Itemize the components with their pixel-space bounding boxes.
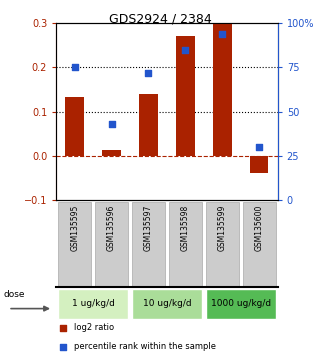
FancyBboxPatch shape [169,202,202,286]
Bar [176,36,195,156]
Bar [250,156,268,173]
Point [72,64,77,70]
Text: GSM135596: GSM135596 [107,204,116,251]
Bar [102,150,121,156]
Bar [139,94,158,156]
FancyBboxPatch shape [95,202,128,286]
Point [109,121,114,127]
FancyBboxPatch shape [132,202,165,286]
Bar [213,24,231,156]
Text: GSM135597: GSM135597 [144,204,153,251]
Text: GSM135598: GSM135598 [181,204,190,251]
FancyBboxPatch shape [243,202,276,286]
Point [183,47,188,52]
Text: dose: dose [3,290,25,299]
FancyBboxPatch shape [58,202,91,286]
Text: log2 ratio: log2 ratio [74,323,114,332]
Text: GSM135599: GSM135599 [218,204,227,251]
Point [256,144,262,150]
Point [220,31,225,36]
Text: GDS2924 / 2384: GDS2924 / 2384 [109,12,212,25]
Point [60,344,65,349]
Text: GSM135600: GSM135600 [255,204,264,251]
Bar [65,97,84,156]
FancyBboxPatch shape [132,290,202,319]
Text: 1 ug/kg/d: 1 ug/kg/d [72,299,115,308]
FancyBboxPatch shape [206,202,239,286]
FancyBboxPatch shape [58,290,128,319]
Text: percentile rank within the sample: percentile rank within the sample [74,342,216,351]
Text: 1000 ug/kg/d: 1000 ug/kg/d [211,299,271,308]
Text: 10 ug/kg/d: 10 ug/kg/d [143,299,191,308]
Point [60,325,65,331]
Point [146,70,151,75]
Text: GSM135595: GSM135595 [70,204,79,251]
FancyBboxPatch shape [206,290,276,319]
